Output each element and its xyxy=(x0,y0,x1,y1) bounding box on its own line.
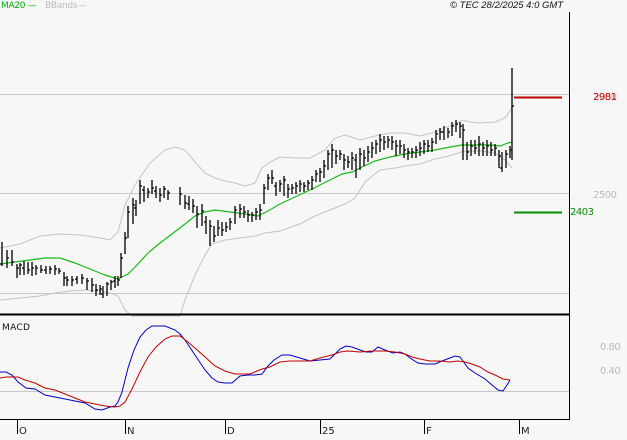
ma20-line xyxy=(0,141,513,280)
macd-title: MACD xyxy=(2,323,31,333)
legend-ma20-swatch: — xyxy=(25,1,37,11)
macd-signal-line xyxy=(0,335,511,408)
last-price-value: 2981 xyxy=(593,92,617,103)
chart-frame xyxy=(0,12,570,420)
y-axis-label-2500: 2500 xyxy=(593,190,617,201)
macd-y-label-080: 0.80 xyxy=(600,342,621,353)
last-price-label: 2981 xyxy=(593,92,617,103)
x-axis-label-oct: O xyxy=(19,426,27,437)
chart-legend: MA20 — BBands— xyxy=(1,1,86,11)
support-price-label: 2403 xyxy=(570,207,594,218)
x-axis-label-feb: F xyxy=(426,426,432,437)
bband-upper-line xyxy=(0,107,513,249)
ohlc-bars xyxy=(0,68,514,298)
x-axis-label-mar: M xyxy=(521,426,530,437)
legend-ma20: MA20 xyxy=(1,1,26,11)
bband-lower-line xyxy=(0,150,513,317)
legend-bbands: BBands xyxy=(45,1,78,11)
macd-line xyxy=(0,325,511,411)
x-axis-label-dec: D xyxy=(227,426,235,437)
copyright-timestamp: © TEC 28/2/2025 4:0 GMT xyxy=(450,0,564,11)
x-axis-label-nov: N xyxy=(127,426,135,437)
y-axis-label-3000: 3000 xyxy=(593,92,617,103)
legend-bbands-swatch: — xyxy=(77,1,86,11)
x-axis-ticks xyxy=(17,420,520,434)
macd-y-label-040: 0.40 xyxy=(600,366,621,377)
x-axis-label-2025: 25 xyxy=(322,426,335,437)
